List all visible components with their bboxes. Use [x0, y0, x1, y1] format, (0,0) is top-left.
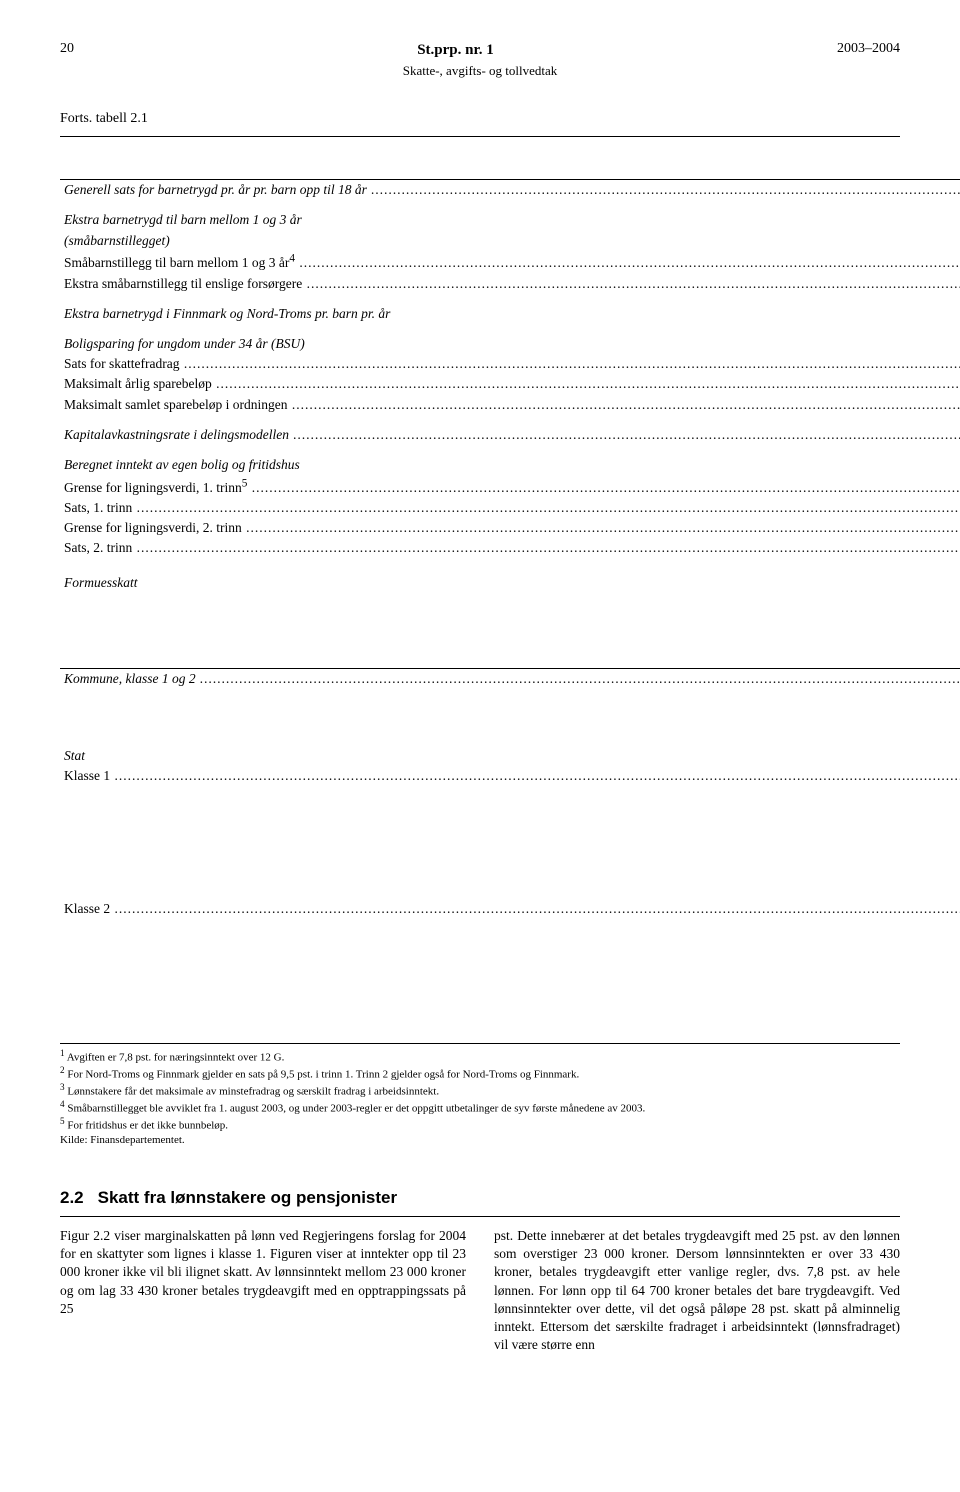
- doc-year: 2003–2004: [837, 40, 900, 60]
- table-row: 120 000 og over0,7 pst.: [60, 707, 960, 745]
- table-row: Generell sats for barnetrygd pr. år pr. …: [60, 180, 960, 201]
- page-header: 20 St.prp. nr. 1 2003–2004: [60, 40, 900, 60]
- page-number: 20: [60, 40, 74, 60]
- table-row: Kapitalavkastningsrate i delingsmodellen…: [60, 425, 960, 445]
- table-row: Sats, 1. trinn2,5 pst.2,5 pst.: [60, 498, 960, 518]
- doc-title: St.prp. nr. 1: [417, 40, 494, 60]
- formuesskatt-table: FormuesskattRegler for 2003 og forslag t…: [60, 573, 960, 1033]
- table-row: 580 000 og over0,4 pst.: [60, 994, 960, 1032]
- table-row: Ekstra barnetrygd i Finnmark og Nord-Tro…: [60, 304, 960, 324]
- section-title: Skatt fra lønnstakere og pensjonister: [98, 1187, 397, 1210]
- footnotes: 1 Avgiften er 7,8 pst. for næringsinntek…: [60, 1043, 900, 1147]
- table-row: Kommune, klasse 1 og 20 – 120 0000,0 pst…: [60, 668, 960, 707]
- body-columns: Figur 2.2 viser marginalskatten på lønn …: [60, 1227, 900, 1355]
- section-heading: 2.2 Skatt fra lønnstakere og pensjoniste…: [60, 1187, 900, 1210]
- col-right: pst. Dette innebærer at det betales tryg…: [494, 1227, 900, 1355]
- footnote: Kilde: Finansdepartementet.: [60, 1133, 900, 1147]
- table-row: Grense for ligningsverdi, 1. trinn580 00…: [60, 475, 960, 498]
- table-row: Småbarnstillegg til barn mellom 1 og 3 å…: [60, 251, 960, 274]
- footnote: 3 Lønnstakere får det maksimale av minst…: [60, 1082, 900, 1099]
- table-row: Grense for ligningsverdi, 2. trinn451 00…: [60, 518, 960, 538]
- table-row: 540 000 og over0,4 pst.: [60, 861, 960, 899]
- table-row: Maksimalt samlet sparebeløp i ordningen1…: [60, 395, 960, 415]
- rates-table: 2003-regler Forslag2004 Endring ipst. Ge…: [60, 141, 960, 559]
- table-row: 120 000 – 540 0000,2 pst.: [60, 804, 960, 861]
- col-left: Figur 2.2 viser marginalskatten på lønn …: [60, 1227, 466, 1355]
- table-row: Ekstra barnetrygd til barn mellom 1 og 3…: [60, 210, 960, 230]
- footnote: 1 Avgiften er 7,8 pst. for næringsinntek…: [60, 1048, 900, 1065]
- table-caption: Forts. tabell 2.1: [60, 110, 900, 129]
- table-row: (småbarnstillegget): [60, 231, 960, 251]
- doc-subtitle: Skatte-, avgifts- og tollvedtak: [60, 62, 900, 80]
- footnote: 4 Småbarnstillegget ble avviklet fra 1. …: [60, 1099, 900, 1116]
- footnote: 5 For fritidshus er det ikke bunnbeløp.: [60, 1116, 900, 1133]
- footnote: 2 For Nord-Troms og Finnmark gjelder en …: [60, 1065, 900, 1082]
- rule: [60, 135, 900, 137]
- section-number: 2.2: [60, 1187, 84, 1210]
- table-row: Stat: [60, 746, 960, 766]
- table-row: Klasse 10 – 120 0000,0 pst.: [60, 766, 960, 804]
- table-row: Boligsparing for ungdom under 34 år (BSU…: [60, 334, 960, 354]
- table-row: Beregnet inntekt av egen bolig og fritid…: [60, 455, 960, 475]
- table-row: 150 000 – 580 0000,2 pst.: [60, 938, 960, 995]
- table-row: Sats, 2. trinn5 pst.5 pst.: [60, 538, 960, 558]
- table-row: Ekstra småbarnstillegg til enslige forsø…: [60, 274, 960, 294]
- table-row: Sats for skattefradrag20 pst.20 pst.: [60, 354, 960, 374]
- table-row: Klasse 20 – 150 0000,0 pst.: [60, 899, 960, 937]
- table-row: Maksimalt årlig sparebeløp15 000 kr15 00…: [60, 374, 960, 394]
- rule: [60, 1216, 900, 1217]
